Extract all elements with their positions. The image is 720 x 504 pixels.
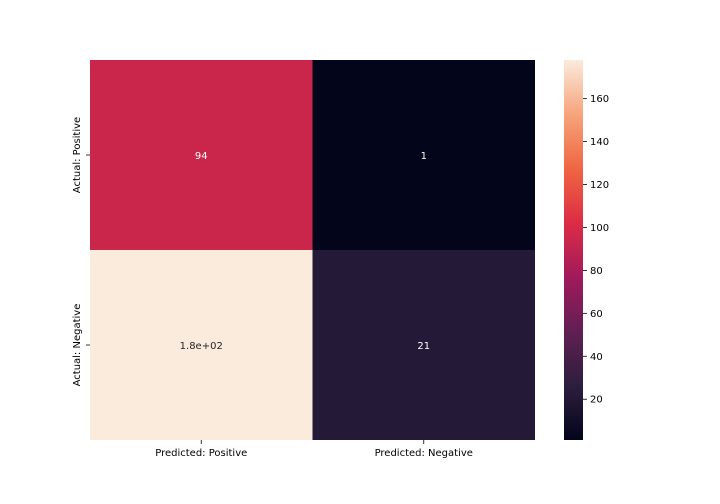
colorbar-tick-label: 160 bbox=[590, 94, 609, 105]
colorbar-gradient bbox=[564, 60, 583, 440]
y-tick-label: Actual: Positive bbox=[72, 117, 83, 193]
cell-annotation-r0-c1: 1 bbox=[421, 151, 427, 162]
heatmap-cells bbox=[90, 60, 535, 440]
colorbar-tick-label: 80 bbox=[590, 266, 603, 277]
cell-annotation-r1-c0: 1.8e+02 bbox=[180, 341, 223, 352]
heatmap-cell-r1-c1 bbox=[312, 250, 535, 440]
colorbar-tick-label: 60 bbox=[590, 309, 603, 320]
y-tick-label: Actual: Negative bbox=[72, 304, 83, 387]
y-axis: Actual: Positive Actual: Negative bbox=[72, 117, 90, 387]
x-axis: Predicted: Positive Predicted: Negative bbox=[155, 440, 473, 459]
cell-annotation-r0-c0: 94 bbox=[195, 151, 208, 162]
colorbar-tick-label: 140 bbox=[590, 137, 609, 148]
x-tick-label: Predicted: Negative bbox=[375, 448, 473, 459]
heatmap-cell-r1-c0 bbox=[90, 250, 313, 440]
heatmap-cell-r0-c1 bbox=[312, 60, 535, 250]
colorbar-tick-label: 120 bbox=[590, 180, 609, 191]
heatmap-cell-r0-c0 bbox=[90, 60, 313, 250]
cell-annotation-r1-c1: 21 bbox=[417, 341, 430, 352]
cell-annotations: 94 1 1.8e+02 21 bbox=[180, 151, 430, 352]
colorbar-tick-label: 40 bbox=[590, 352, 603, 363]
colorbar-tick-label: 100 bbox=[590, 223, 609, 234]
colorbar: 20 40 60 80 100 120 140 160 bbox=[564, 60, 609, 440]
colorbar-tick-label: 20 bbox=[590, 395, 603, 406]
x-tick-label: Predicted: Positive bbox=[155, 448, 247, 459]
